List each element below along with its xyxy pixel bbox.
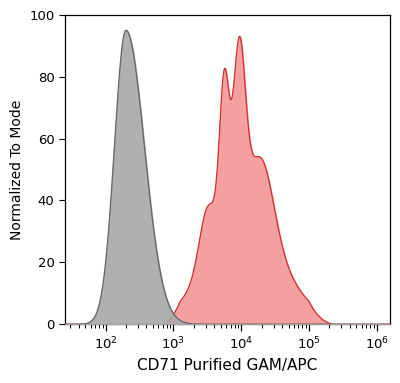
X-axis label: CD71 Purified GAM/APC: CD71 Purified GAM/APC xyxy=(138,358,318,373)
Y-axis label: Normalized To Mode: Normalized To Mode xyxy=(10,100,24,240)
